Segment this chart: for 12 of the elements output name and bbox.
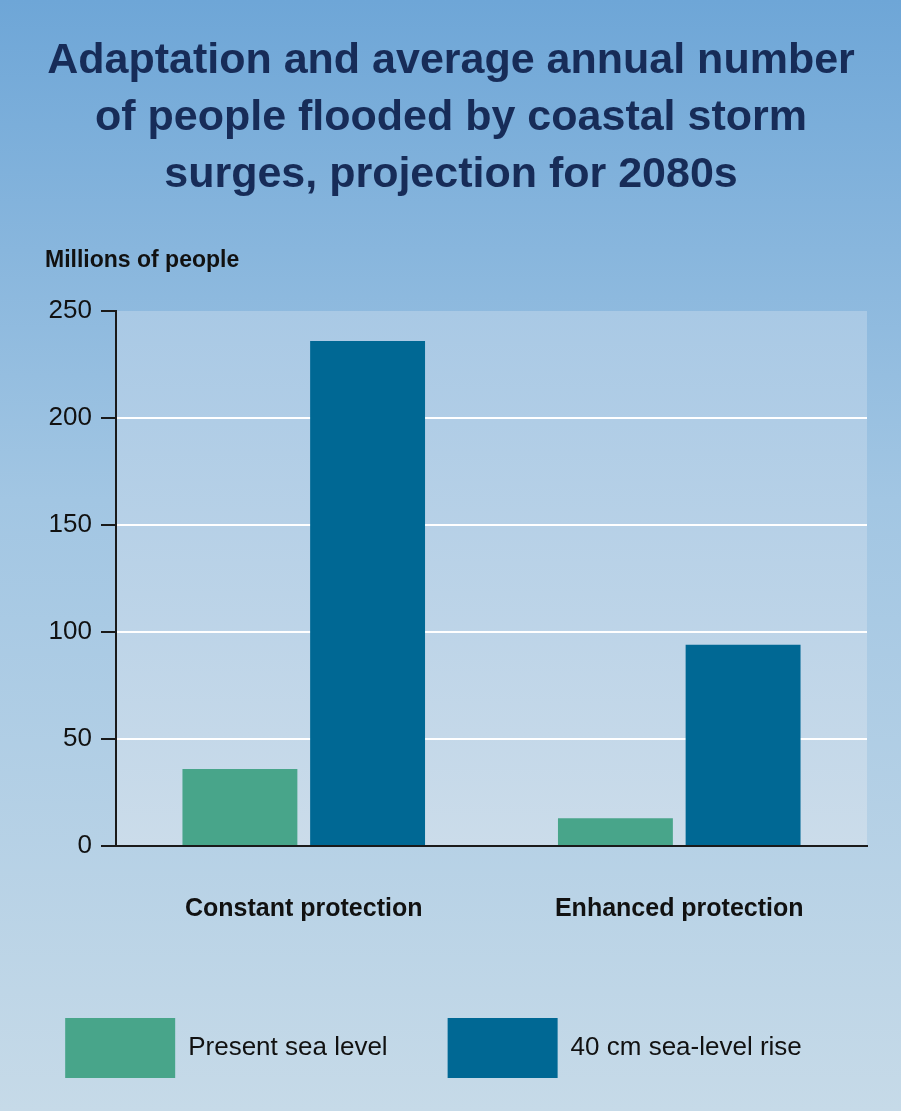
x-tick-label: Constant protection [185,892,423,921]
y-tick-label: 0 [77,829,92,860]
legend-label: 40 cm sea-level rise [570,1031,802,1062]
y-tick-label: 200 [48,401,92,432]
y-tick-label: 150 [48,508,92,539]
y-tick-label: 100 [48,615,92,646]
y-axis-title: Millions of people [45,246,240,273]
y-tick-label: 250 [48,294,92,325]
y-tick-label: 50 [63,722,92,753]
legend-label: Present sea level [188,1031,388,1062]
x-tick-label: Enhanced protection [554,892,804,921]
chart-title: Adaptation and average annual number of people flooded by coastal storm surges, projection for 2080s [46,33,856,198]
